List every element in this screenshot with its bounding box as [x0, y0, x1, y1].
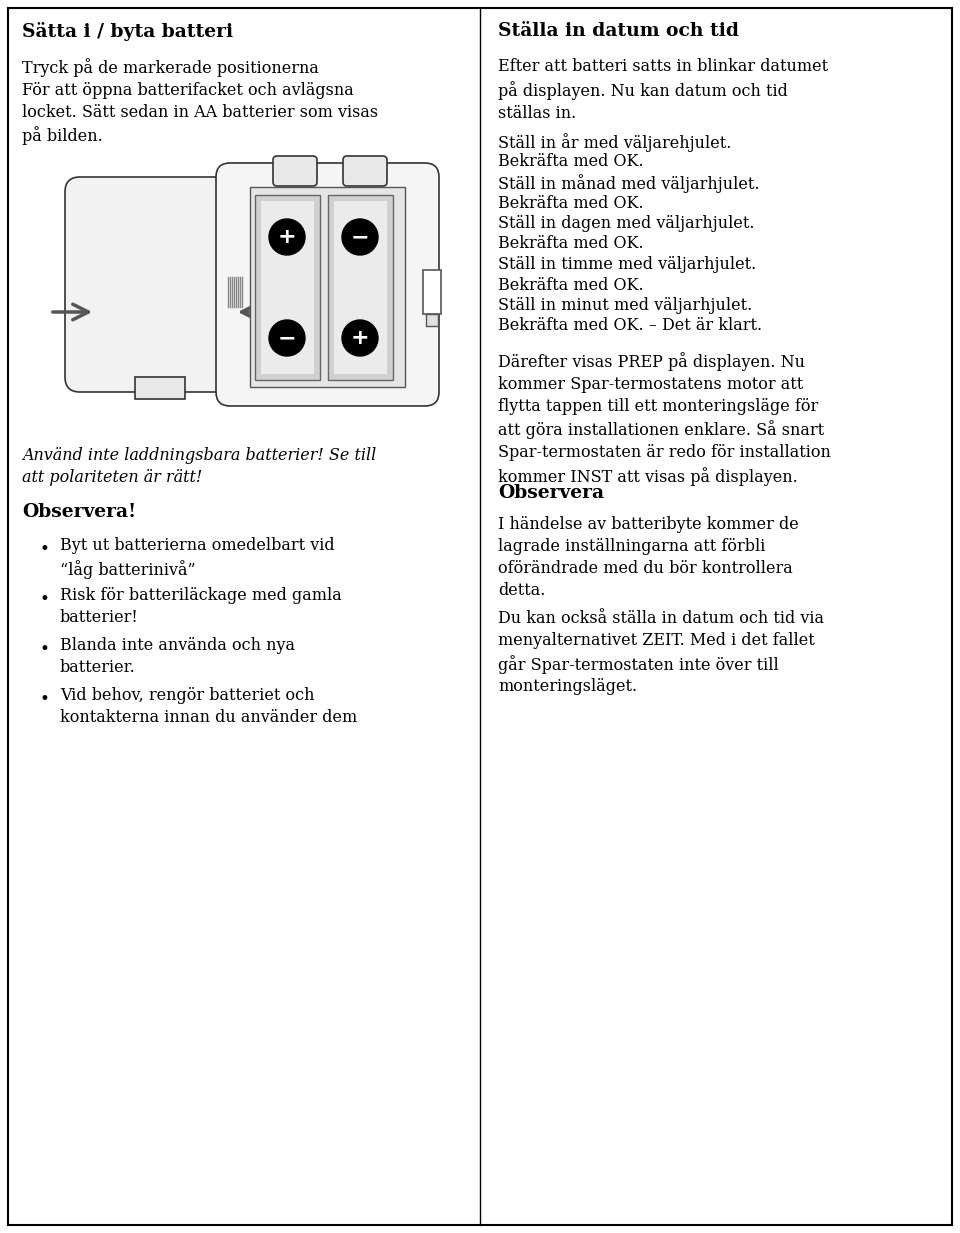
Text: Använd inte laddningsbara batterier! Se till
att polariteten är rätt!: Använd inte laddningsbara batterier! Se …	[22, 448, 376, 486]
Text: Ställ in dagen med väljarhjulet.: Ställ in dagen med väljarhjulet.	[498, 215, 755, 232]
Text: Ställ in timme med väljarhjulet.: Ställ in timme med väljarhjulet.	[498, 256, 756, 272]
Text: Vid behov, rengör batteriet och
kontakterna innan du använder dem: Vid behov, rengör batteriet och kontakte…	[60, 687, 357, 726]
Text: •: •	[40, 690, 50, 708]
Text: Risk för batteriläckage med gamla
batterier!: Risk för batteriläckage med gamla batter…	[60, 587, 342, 626]
Text: •: •	[40, 641, 50, 658]
Bar	[255, 195, 320, 380]
Text: Sätta i / byta batteri: Sätta i / byta batteri	[22, 22, 233, 41]
Text: Observera!: Observera!	[22, 503, 136, 522]
Text: Därefter visas PREP på displayen. Nu
kommer Spar-termostatens motor att
flytta t: Därefter visas PREP på displayen. Nu kom…	[498, 351, 830, 486]
Text: Blanda inte använda och nya
batterier.: Blanda inte använda och nya batterier.	[60, 637, 295, 676]
Text: Ställa in datum och tid: Ställa in datum och tid	[498, 22, 739, 39]
FancyBboxPatch shape	[273, 157, 317, 186]
Text: Observera: Observera	[498, 485, 604, 502]
Bar	[250, 187, 405, 387]
Text: −: −	[350, 227, 370, 247]
FancyBboxPatch shape	[343, 157, 387, 186]
Text: +: +	[350, 328, 370, 348]
Circle shape	[269, 219, 305, 255]
Text: Du kan också ställa in datum och tid via
menyalternativet ZEIT. Med i det fallet: Du kan också ställa in datum och tid via…	[498, 610, 824, 695]
Circle shape	[269, 321, 305, 356]
Text: Ställ in år med väljarehjulet.: Ställ in år med väljarehjulet.	[498, 133, 732, 152]
Text: −: −	[277, 328, 297, 348]
Text: Tryck på de markerade positionerna
För att öppna batterifacket och avlägsna
lock: Tryck på de markerade positionerna För a…	[22, 58, 378, 145]
Text: Ställ in månad med väljarhjulet.: Ställ in månad med väljarhjulet.	[498, 174, 759, 192]
Bar	[328, 195, 393, 380]
Circle shape	[342, 219, 378, 255]
Text: •: •	[40, 591, 50, 608]
Text: I händelse av batteribyte kommer de
lagrade inställningarna att förbli
oförändra: I händelse av batteribyte kommer de lagr…	[498, 515, 799, 599]
Circle shape	[342, 321, 378, 356]
Text: Byt ut batterierna omedelbart vid
“låg batterinivå”: Byt ut batterierna omedelbart vid “låg b…	[60, 538, 335, 578]
Bar	[426, 314, 438, 326]
Text: Bekräfta med OK.: Bekräfta med OK.	[498, 195, 643, 212]
Bar	[423, 270, 441, 314]
Bar	[261, 201, 314, 374]
Text: •: •	[40, 541, 50, 559]
Text: Bekräfta med OK.: Bekräfta med OK.	[498, 276, 643, 293]
FancyBboxPatch shape	[65, 178, 255, 392]
FancyBboxPatch shape	[216, 163, 439, 406]
Text: Bekräfta med OK.: Bekräfta med OK.	[498, 236, 643, 253]
Text: Efter att batteri satts in blinkar datumet
på displayen. Nu kan datum och tid
st: Efter att batteri satts in blinkar datum…	[498, 58, 828, 122]
Text: Ställ in minut med väljarhjulet.: Ställ in minut med väljarhjulet.	[498, 297, 753, 314]
Bar	[135, 377, 185, 399]
Text: Bekräfta med OK.: Bekräfta med OK.	[498, 153, 643, 170]
Text: Bekräfta med OK. – Det är klart.: Bekräfta med OK. – Det är klart.	[498, 318, 762, 334]
Bar	[334, 201, 387, 374]
Text: +: +	[277, 227, 297, 247]
